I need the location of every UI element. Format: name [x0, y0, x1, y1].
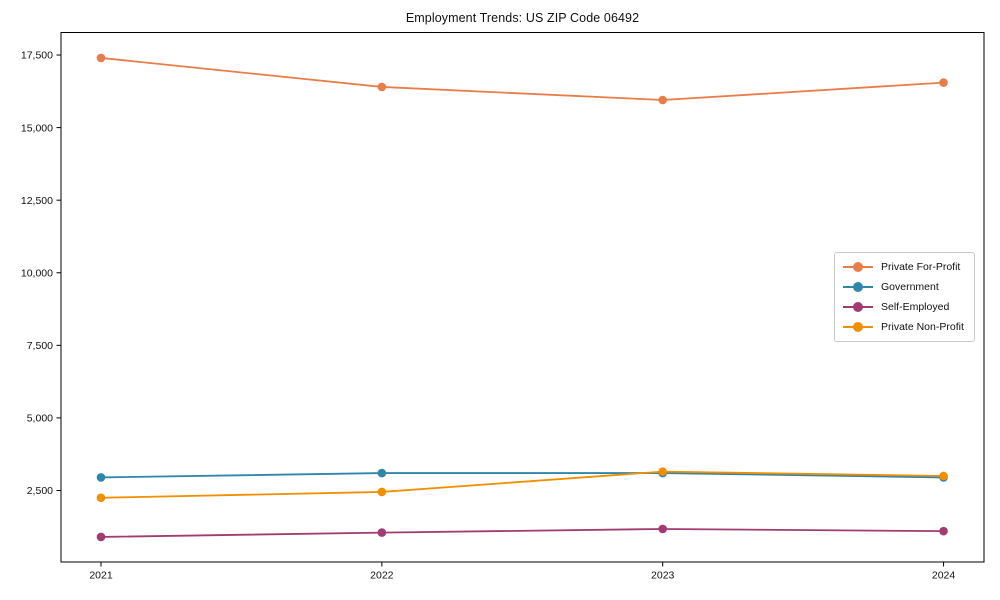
- y-tick-label-10000: 10,000: [21, 267, 53, 279]
- series-line-private-non-profit: [100, 470, 944, 499]
- data-point-private-non-profit-2022: [377, 487, 387, 497]
- y-tick-label-12500: 12,500: [21, 195, 53, 207]
- legend-dot-swatch: [853, 262, 863, 272]
- series-line-private-for-profit: [100, 57, 944, 101]
- legend-marker-government: [843, 281, 873, 293]
- legend-label: Private Non-Profit: [881, 321, 964, 333]
- legend-dot-swatch: [853, 302, 863, 312]
- data-point-government-2021: [96, 473, 106, 482]
- chart-title: Employment Trends: US ZIP Code 06492: [405, 11, 640, 25]
- axes-frame: [60, 32, 985, 563]
- data-point-private-for-profit-2024: [939, 78, 948, 87]
- x-tick-label-2023: 2023: [651, 570, 675, 582]
- series-line-self-employed: [100, 528, 944, 538]
- legend: Private For-Profit Government Self-Employe…: [834, 252, 975, 342]
- legend-dot-swatch: [853, 282, 863, 292]
- legend-marker-private-for-profit: [843, 261, 873, 273]
- data-point-self-employed-2022: [377, 528, 387, 537]
- y-tick-label-2500: 2,500: [27, 485, 53, 497]
- data-point-self-employed-2021: [96, 532, 106, 542]
- series-line-government: [100, 472, 944, 479]
- data-point-self-employed-2024: [939, 526, 948, 536]
- legend-dot-swatch: [853, 322, 863, 332]
- data-point-self-employed-2023: [658, 524, 667, 534]
- legend-marker-self-employed: [843, 301, 873, 313]
- legend-item-private-for-profit: Private For-Profit: [843, 260, 966, 274]
- data-point-private-for-profit-2021: [96, 53, 106, 63]
- y-tick-label-17500: 17,500: [21, 50, 53, 62]
- legend-item-private-non-profit: Private Non-Profit: [843, 320, 966, 334]
- data-point-private-non-profit-2024: [939, 471, 948, 481]
- y-tick-label-15000: 15,000: [21, 122, 53, 134]
- x-tick-label-2024: 2024: [932, 570, 956, 582]
- y-tick-label-5000: 5,000: [27, 413, 53, 425]
- data-point-private-for-profit-2022: [377, 82, 387, 92]
- data-point-government-2022: [377, 468, 387, 478]
- y-tick-label-7500: 7,500: [27, 340, 53, 352]
- legend-marker-private-non-profit: [843, 321, 873, 333]
- x-tick-label-2021: 2021: [89, 570, 113, 582]
- x-tick-label-2022: 2022: [370, 570, 394, 582]
- data-point-private-non-profit-2021: [96, 493, 106, 503]
- legend-item-self-employed: Self-Employed: [843, 300, 966, 314]
- legend-item-government: Government: [843, 280, 966, 294]
- data-point-private-for-profit-2023: [658, 95, 667, 105]
- legend-label: Private For-Profit: [881, 261, 961, 273]
- data-point-private-non-profit-2023: [658, 467, 667, 476]
- legend-label: Self-Employed: [881, 301, 950, 313]
- legend-label: Government: [881, 281, 939, 293]
